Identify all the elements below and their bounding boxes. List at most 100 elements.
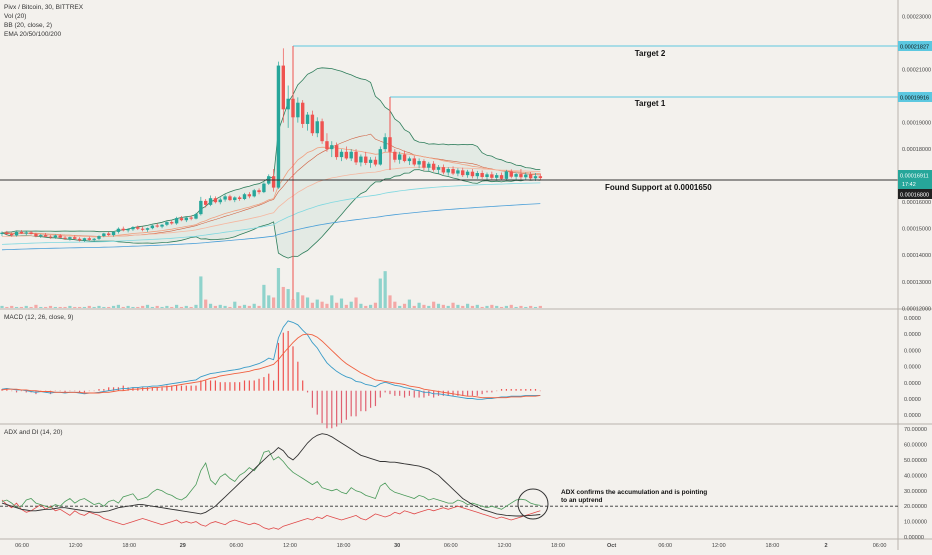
volume-bar [432, 302, 435, 308]
time-tick-label: 18:00 [766, 543, 780, 549]
macd-hist-bar [414, 391, 415, 398]
volume-bar [165, 306, 168, 308]
volume-bar [25, 306, 28, 308]
volume-bar [15, 307, 18, 308]
macd-hist-bar [249, 380, 250, 390]
macd-legend: MACD (12, 26, close, 9) [4, 314, 73, 321]
macd-hist-bar [477, 391, 478, 396]
macd-hist-bar [283, 333, 284, 391]
volume-bar [175, 305, 178, 308]
volume-bar [127, 306, 130, 308]
macd-hist-bar [239, 382, 240, 391]
bb-legend: BB (20, close, 2) [4, 22, 52, 29]
price-tick-label: 0.00023000 [902, 15, 931, 21]
volume-bar [277, 268, 280, 308]
volume-bar [78, 307, 81, 308]
volume-bar [248, 306, 251, 308]
adx-tick-label: 0.00000 [904, 535, 924, 541]
macd-hist-bar [516, 389, 517, 391]
volume-bar [466, 304, 469, 308]
volume-bar [49, 306, 52, 308]
macd-hist-bar [482, 391, 483, 394]
macd-hist-bar [244, 380, 245, 390]
adx-tick-label: 60.00000 [904, 443, 927, 449]
time-tick-label: 06:00 [658, 543, 672, 549]
current-price-tag: 0.00016911 17:42 [898, 170, 932, 189]
target2-price: 0.00021827 [900, 45, 929, 51]
volume-bar [354, 297, 357, 308]
volume-bar [398, 306, 401, 308]
macd-tick-label: 0.0000 [904, 348, 921, 354]
time-tick-label: 30 [394, 543, 400, 549]
time-tick-label: 12:00 [498, 543, 512, 549]
volume-bar [224, 306, 227, 308]
macd-hist-bar [215, 380, 216, 390]
macd-hist-bar [84, 391, 85, 393]
volume-bar [253, 304, 256, 308]
volume-bar [364, 306, 367, 308]
macd-hist-bar [467, 391, 468, 396]
support-label: Found Support at 0.0001650 [605, 183, 712, 192]
macd-hist-bar [535, 389, 536, 391]
volume-bar [5, 307, 8, 308]
macd-hist-bar [200, 380, 201, 390]
volume-bar [146, 305, 149, 308]
macd-hist-bar [365, 391, 366, 411]
volume-bar [190, 307, 193, 308]
macd-hist-bar [220, 382, 221, 391]
macd-hist-bar [307, 391, 308, 393]
volume-bar [54, 307, 57, 308]
macd-hist-bar [346, 391, 347, 420]
macd-hist-bar [191, 386, 192, 391]
volume-bar [122, 307, 125, 308]
adx-tick-label: 30.00000 [904, 489, 927, 495]
current-price: 0.00016911 [900, 174, 929, 180]
volume-bar [490, 305, 493, 308]
volume-bar [393, 302, 396, 308]
volume-bar [136, 307, 139, 308]
macd-hist-bar [520, 389, 521, 391]
volume-bar [117, 305, 120, 308]
volume-bar [20, 307, 23, 308]
macd-hist-bar [341, 391, 342, 423]
macd-hist-bar [506, 389, 507, 391]
time-tick-label: 12:00 [712, 543, 726, 549]
price-tick-label: 0.00014000 [902, 253, 931, 259]
time-tick-label: 06:00 [444, 543, 458, 549]
macd-tick-label: 0.0000 [904, 381, 921, 387]
macd-hist-bar [351, 391, 352, 417]
macd-hist-bar [491, 391, 492, 393]
volume-bar [505, 306, 508, 308]
volume-bar [97, 306, 100, 308]
volume-bar [141, 306, 144, 308]
volume-bar [73, 307, 76, 308]
macd-hist-bar [263, 377, 264, 391]
volume-bar [359, 304, 362, 308]
macd-hist-bar [375, 391, 376, 406]
adx-tick-label: 10.00000 [904, 520, 927, 526]
time-tick-label: 12:00 [69, 543, 83, 549]
volume-bar [427, 306, 430, 308]
volume-bar [471, 306, 474, 308]
volume-bar [476, 305, 479, 308]
candle [262, 182, 265, 193]
volume-bar [233, 302, 236, 308]
volume-bar [185, 306, 188, 308]
macd-tick-label: 0.0000 [904, 332, 921, 338]
macd-hist-bar [409, 391, 410, 396]
ema-legend: EMA 20/50/100/200 [4, 31, 61, 38]
volume-bar [267, 295, 270, 308]
volume-bar [296, 292, 299, 308]
volume-bar [160, 307, 163, 308]
time-tick-label: 18:00 [551, 543, 565, 549]
volume-bar [529, 306, 532, 308]
macd-hist-bar [336, 391, 337, 427]
macd-hist-bar [278, 343, 279, 391]
volume-bar [243, 305, 246, 308]
volume-bar [170, 307, 173, 308]
volume-bar [291, 300, 294, 308]
candle [277, 62, 280, 189]
macd-hist-bar [326, 391, 327, 429]
macd-hist-bar [501, 389, 502, 391]
